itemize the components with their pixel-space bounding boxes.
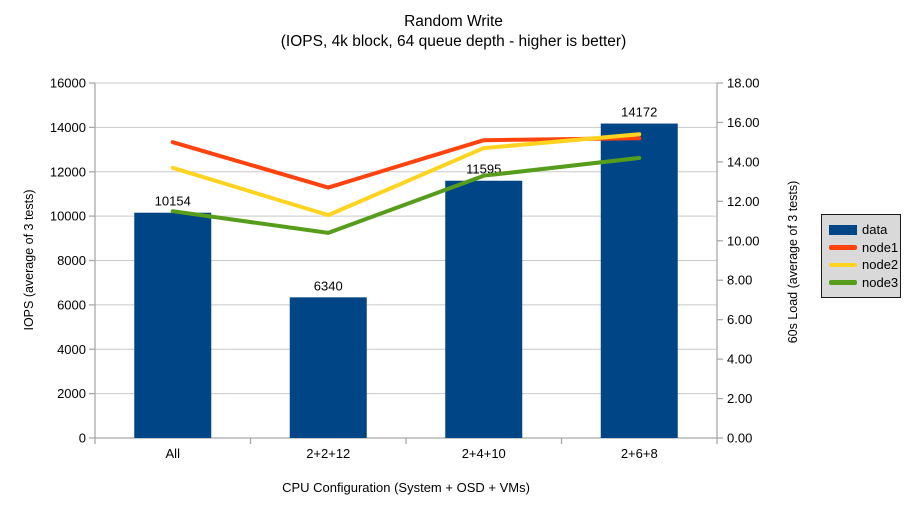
left-tick-label: 12000 <box>50 164 86 179</box>
right-tick-label: 16.00 <box>727 115 760 130</box>
legend-swatch-node3 <box>829 280 857 285</box>
left-tick-label: 2000 <box>57 386 86 401</box>
bar-All <box>134 212 212 438</box>
chart-legend: data node1 node2 node3 <box>821 214 901 298</box>
chart-title-block: Random Write (IOPS, 4k block, 64 queue d… <box>0 12 907 52</box>
left-axis-title: IOPS (average of 3 tests) <box>22 189 36 331</box>
legend-swatch-data <box>829 224 857 235</box>
left-tick-label: 16000 <box>50 76 86 91</box>
right-tick-label: 4.00 <box>727 352 752 367</box>
bar-value-label: 6340 <box>314 278 343 293</box>
x-category-label: 2+2+12 <box>306 446 350 461</box>
legend-item-node2: node2 <box>829 256 898 274</box>
right-tick-label: 2.00 <box>727 391 752 406</box>
right-tick-label: 10.00 <box>727 233 760 248</box>
chart-title: Random Write <box>404 13 503 30</box>
right-tick-label: 12.00 <box>727 194 760 209</box>
x-category-label: 2+4+10 <box>462 446 506 461</box>
left-tick-label: 0 <box>79 431 86 446</box>
left-tick-label: 14000 <box>50 120 86 135</box>
bar-value-label: 10154 <box>155 194 191 209</box>
x-axis-title: CPU Configuration (System + OSD + VMs) <box>282 480 530 495</box>
right-tick-label: 0.00 <box>727 431 752 446</box>
right-tick-label: 18.00 <box>727 76 760 91</box>
legend-label-node1: node1 <box>862 239 899 255</box>
legend-label-node2: node2 <box>862 257 899 273</box>
bar-2+6+8 <box>600 123 678 438</box>
legend-swatch-node2 <box>829 262 857 267</box>
bar-value-label: 14172 <box>621 105 657 120</box>
left-tick-label: 8000 <box>57 253 86 268</box>
right-tick-label: 8.00 <box>727 273 752 288</box>
legend-item-node3: node3 <box>829 274 898 292</box>
right-axis-title: 60s Load (average of 3 tests) <box>786 180 800 344</box>
x-category-label: 2+6+8 <box>621 446 658 461</box>
right-tick-label: 6.00 <box>727 312 752 327</box>
bar-2+4+10 <box>445 180 523 438</box>
x-category-label: All <box>166 446 181 461</box>
left-tick-label: 4000 <box>57 342 86 357</box>
legend-label-node3: node3 <box>862 274 899 290</box>
right-tick-label: 14.00 <box>727 154 760 169</box>
legend-item-node1: node1 <box>829 239 898 257</box>
chart-subtitle: (IOPS, 4k block, 64 queue depth - higher… <box>280 33 627 50</box>
legend-item-data: data <box>829 221 893 239</box>
legend-swatch-node1 <box>829 245 857 250</box>
bar-2+2+12 <box>289 297 367 438</box>
left-tick-label: 6000 <box>57 297 86 312</box>
legend-label-data: data <box>862 222 888 238</box>
line-node3 <box>170 155 642 235</box>
line-node2 <box>170 132 642 218</box>
left-tick-label: 10000 <box>50 209 86 224</box>
